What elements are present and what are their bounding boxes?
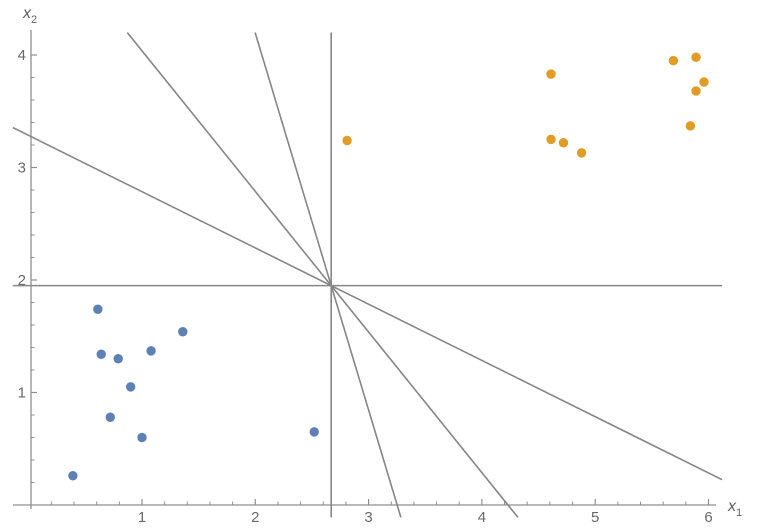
class-orange-point [546,134,556,145]
class-orange-point [342,135,352,146]
separator-line-oblique [254,32,402,518]
class-blue-point [146,346,156,356]
class-orange-point [668,55,679,66]
x-tick-label: 1 [138,509,146,526]
x-axis-label-subscript: 1 [736,507,743,520]
class-blue-point [68,471,78,481]
class-blue-point [96,349,106,359]
class-orange-point [691,86,701,96]
y-tick-label: 1 [18,385,26,402]
y-tick-label: 4 [18,47,26,64]
x-tick-label: 6 [704,509,712,526]
separator-line-oblique [126,31,519,518]
y-axis-label-text: x [23,5,31,22]
class-orange-point [576,148,587,158]
y-axis-label: x2 [23,5,38,27]
class-orange-point [685,121,696,131]
class-orange-point [558,138,569,148]
class-blue-point [125,382,136,392]
x-tick-label: 2 [251,509,259,526]
x-tick-label: 5 [591,509,599,526]
x-tick-label: 3 [364,509,372,526]
class-orange-point [691,52,701,62]
class-blue-point [113,354,123,364]
y-tick-label: 2 [18,272,26,289]
x-axis-label: x1 [728,498,743,520]
class-blue-point [137,432,147,443]
x-tick-label: 4 [478,509,486,526]
class-blue-point [309,427,319,437]
y-tick-label: 3 [18,160,26,177]
class-blue-point [93,304,103,314]
class-blue-point [105,412,115,422]
class-blue-point [178,327,188,337]
separator-line-oblique [12,126,723,481]
y-axis-label-subscript: 2 [31,14,38,27]
class-orange-point [546,69,556,79]
x-axis-label-text: x [728,498,736,515]
class-orange-point [699,77,709,87]
